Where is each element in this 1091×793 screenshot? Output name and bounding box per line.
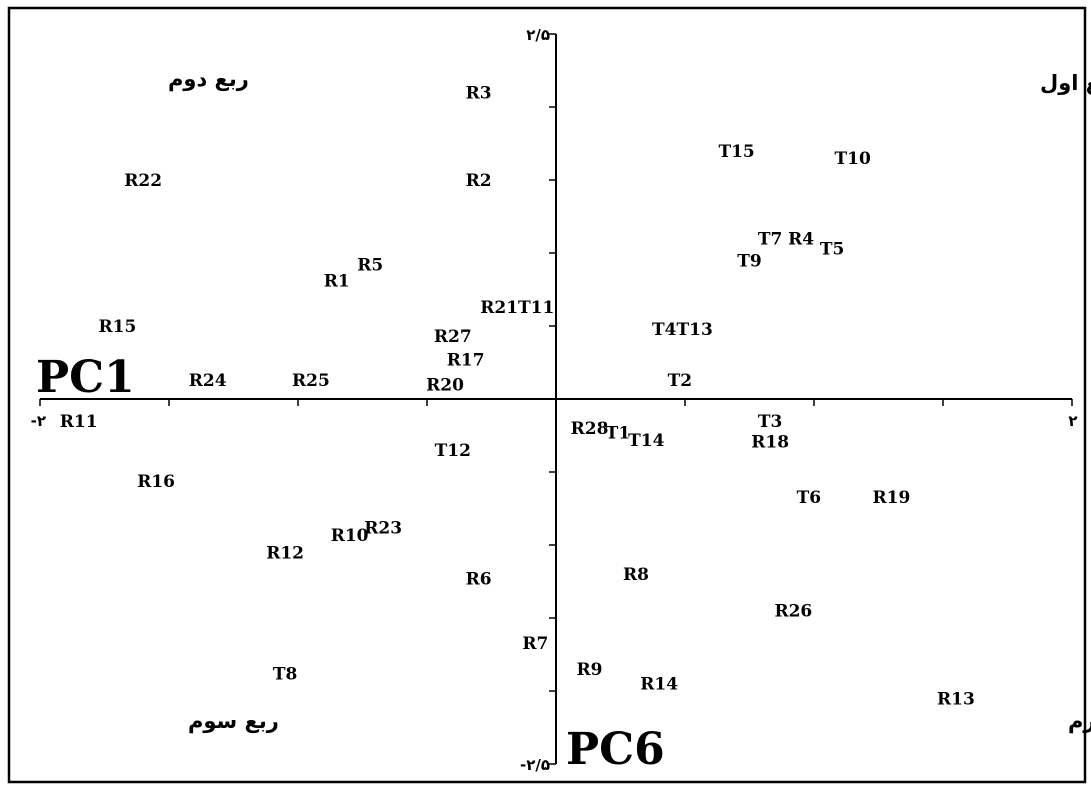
point-label-r6: R6: [466, 570, 492, 590]
point-label-t15: T15: [718, 142, 754, 162]
point-label-r1: R1: [324, 272, 350, 292]
point-label-r10: R10: [331, 526, 369, 546]
point-label-r4: R4: [788, 229, 814, 249]
point-label-r24: R24: [189, 371, 227, 391]
point-label-t5: T5: [820, 240, 844, 260]
point-label-r15: R15: [99, 317, 137, 337]
x-min-tick-label: -۲: [31, 412, 46, 430]
point-label-r18: R18: [751, 432, 789, 452]
point-label-r16: R16: [137, 472, 175, 492]
point-label-r25: R25: [292, 371, 330, 391]
y-min-tick-label: -۲/۵: [520, 756, 550, 774]
point-label-r27: R27: [434, 327, 472, 347]
point-label-r13: R13: [937, 689, 975, 709]
point-label-r20: R20: [426, 375, 464, 395]
point-label-t4t13: T4T13: [652, 320, 713, 340]
point-label-r28: R28: [571, 419, 609, 439]
data-points: R3 R22 R2 T15 T10 T7 R4 T5 T9 R5 R1 R21T11 R15 T4T13 R…: [60, 83, 975, 709]
point-label-r3: R3: [466, 83, 492, 103]
quadrant-label-second: ربع دوم: [168, 67, 249, 91]
point-label-t3: T3: [758, 412, 782, 432]
point-label-t10: T10: [835, 149, 871, 169]
point-label-r14: R14: [640, 675, 678, 695]
y-axis-title: PC6: [566, 724, 665, 775]
point-label-t12: T12: [435, 441, 471, 461]
quadrant-label-first: ربع اول: [1040, 71, 1091, 95]
point-label-r21t11: R21T11: [480, 298, 554, 318]
point-label-r11: R11: [60, 412, 98, 432]
point-label-r23: R23: [364, 518, 402, 538]
plot-border: [7, 6, 1087, 784]
x-max-tick-label: ۲: [1068, 412, 1077, 430]
quadrant-label-fourth: ربع چهارم: [1068, 709, 1091, 733]
point-label-r9: R9: [577, 660, 603, 680]
point-label-r5: R5: [357, 256, 383, 276]
point-label-r17: R17: [447, 351, 485, 371]
point-label-t2: T2: [668, 371, 692, 391]
point-label-t8: T8: [273, 664, 297, 684]
point-label-r12: R12: [266, 543, 304, 563]
point-label-r8: R8: [623, 565, 649, 585]
point-label-t9: T9: [737, 251, 761, 271]
point-label-t14: T14: [628, 431, 664, 451]
point-label-r22: R22: [124, 171, 162, 191]
point-label-t6: T6: [797, 488, 821, 508]
point-label-r7: R7: [522, 634, 548, 654]
x-axis-title: PC1: [36, 352, 135, 403]
axis-ticks: [39, 33, 1073, 765]
point-label-r2: R2: [466, 171, 492, 191]
point-label-t7: T7: [758, 229, 782, 249]
y-max-tick-label: ۲/۵: [526, 26, 550, 44]
quadrant-label-third: ربع سوم: [188, 709, 279, 733]
point-label-t1: T1: [606, 424, 630, 444]
point-label-r26: R26: [774, 602, 812, 622]
point-label-r19: R19: [873, 488, 911, 508]
